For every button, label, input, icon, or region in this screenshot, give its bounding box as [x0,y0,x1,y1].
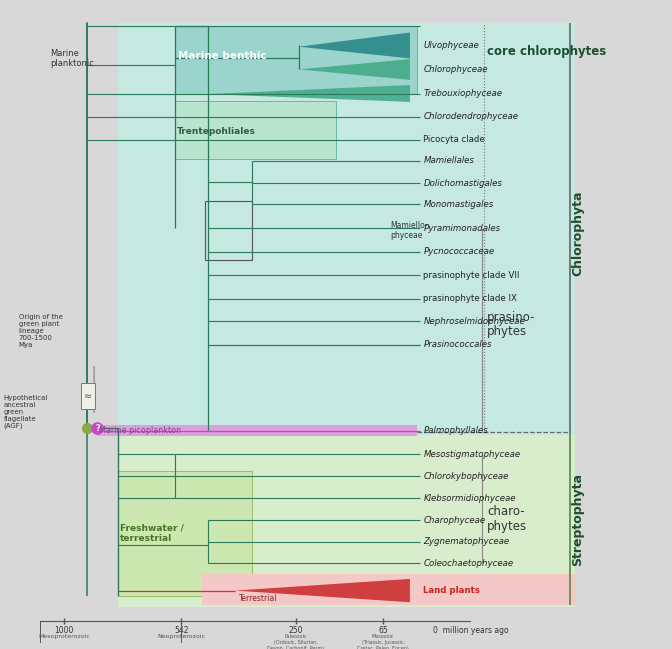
Text: 1000: 1000 [54,626,73,635]
Text: Dolichomastigales: Dolichomastigales [423,178,502,188]
Text: Terrestrial: Terrestrial [239,594,277,603]
FancyBboxPatch shape [202,574,575,605]
Text: charo-
phytes: charo- phytes [487,505,528,533]
Text: 0  million years ago: 0 million years ago [433,626,509,635]
Polygon shape [235,579,410,602]
FancyBboxPatch shape [118,435,575,607]
Text: Neoproterozoic: Neoproterozoic [157,634,206,639]
Text: Mesoproterozoic: Mesoproterozoic [38,634,90,639]
Text: Mamiellales: Mamiellales [423,156,474,165]
Text: Land plants: Land plants [423,586,480,595]
Text: Prasinococcales: Prasinococcales [423,340,492,349]
FancyBboxPatch shape [81,383,95,409]
Text: Picocyta clade: Picocyta clade [423,135,485,144]
Text: Marine
planktonic: Marine planktonic [50,49,94,68]
Text: Chlorokybophyceae: Chlorokybophyceae [423,472,509,481]
Text: Chlorophyceae: Chlorophyceae [423,65,488,74]
Text: prasinophyte clade IX: prasinophyte clade IX [423,294,517,303]
Text: Mesozoic
(Triassic, Jurassic,
Cretac, Paleo, Eocen): Mesozoic (Triassic, Jurassic, Cretac, Pa… [357,634,409,649]
Text: Charophyceae: Charophyceae [423,516,485,525]
Text: ≈: ≈ [84,391,92,401]
Text: Trentepohliales: Trentepohliales [177,127,255,136]
Text: Trebouxiophyceae: Trebouxiophyceae [423,89,503,98]
Text: 250: 250 [288,626,303,635]
Text: Coleochaetophyceae: Coleochaetophyceae [423,559,513,568]
Text: Freshwater /
terrestrial: Freshwater / terrestrial [120,524,183,543]
Text: Chlorophyta: Chlorophyta [571,191,585,276]
FancyBboxPatch shape [97,425,417,436]
Text: 542: 542 [174,626,189,635]
FancyBboxPatch shape [175,26,417,94]
Text: prasino-
phytes: prasino- phytes [487,310,536,339]
Text: Streptophyta: Streptophyta [571,472,585,566]
Text: Zygnematophyceae: Zygnematophyceae [423,537,509,546]
Text: prasinophyte clade VII: prasinophyte clade VII [423,271,519,280]
Text: Pyramimonadales: Pyramimonadales [423,224,501,233]
Text: Marine benthic: Marine benthic [178,51,267,62]
Text: Pycnococcaceae: Pycnococcaceae [423,247,495,256]
Text: Ulvophyceae: Ulvophyceae [423,41,479,50]
Polygon shape [299,32,410,58]
Text: Mesostigmatophyceae: Mesostigmatophyceae [423,450,521,459]
Text: Mamiello-
phyceae: Mamiello- phyceae [390,221,427,240]
Text: Klebsormidiophyceae: Klebsormidiophyceae [423,494,516,503]
Text: Palmophyllales: Palmophyllales [423,426,488,435]
FancyBboxPatch shape [118,23,575,435]
Text: Chlorodendrophyceae: Chlorodendrophyceae [423,112,518,121]
Polygon shape [208,85,410,102]
Text: Nephroselmidophyceae: Nephroselmidophyceae [423,317,525,326]
Polygon shape [299,59,410,80]
Text: core chlorophytes: core chlorophytes [487,45,606,58]
Text: Monomastigales: Monomastigales [423,200,494,209]
Text: Hypothetical
ancestral
green
flagellate
(AGF): Hypothetical ancestral green flagellate … [3,395,48,430]
Text: Origin of the
green plant
lineage
700-1500
Mya: Origin of the green plant lineage 700-15… [19,314,62,348]
FancyBboxPatch shape [175,101,336,159]
Text: 65: 65 [378,626,388,635]
FancyBboxPatch shape [118,471,252,596]
Text: Paleozoic
(Ordovic, Silurian,
Devon, Carbonif, Perm): Paleozoic (Ordovic, Silurian, Devon, Car… [267,634,325,649]
Text: ?: ? [95,424,100,433]
Text: Marine picoplankton: Marine picoplankton [99,426,181,435]
